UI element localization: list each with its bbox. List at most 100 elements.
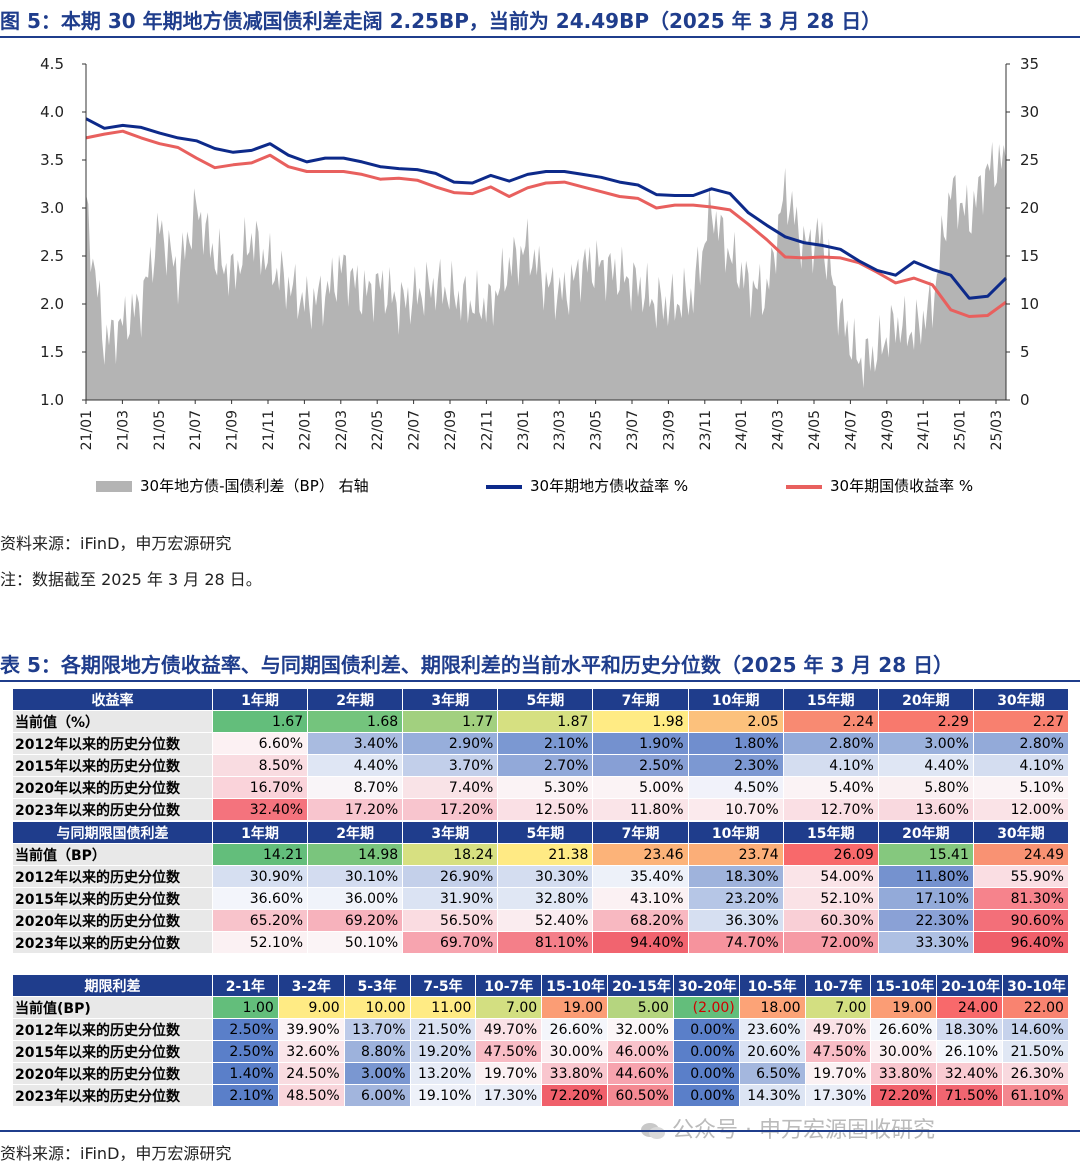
row-label: 2020年以来的历史分位数 [12, 909, 213, 932]
x-tick-label: 23/05 [589, 410, 605, 450]
row-label: 2023年以来的历史分位数 [12, 798, 213, 821]
table-cell: 2.70% [497, 754, 594, 777]
table-cell: 14.60% [1002, 1018, 1069, 1041]
table-cell: 3.00% [343, 1062, 411, 1085]
y-right-tick-label: 25 [1020, 151, 1039, 169]
table-cell: 18.30% [687, 865, 784, 888]
table-cell: 32.00% [607, 1018, 674, 1041]
table-cell: 60.50% [607, 1084, 674, 1107]
table-header-cell: 15年期 [782, 688, 879, 711]
table-cell: 2.80% [972, 732, 1069, 755]
table-cell: 24.00 [936, 996, 1004, 1019]
table-header-cell: 7-5年 [409, 974, 477, 997]
x-tick-label: 21/09 [225, 410, 241, 450]
watermark: 公众号 · 申万宏源固收研究 [640, 1112, 935, 1144]
table-cell: 26.30% [1002, 1062, 1069, 1085]
series-line-treasury [85, 129, 1007, 318]
table-header-cell: 10-5年 [738, 974, 806, 997]
table-header-cell: 30年期 [972, 821, 1069, 844]
table-cell: 19.10% [409, 1084, 477, 1107]
table-cell: 52.10% [782, 887, 879, 910]
table-cell: 2.10% [212, 1084, 279, 1107]
table-row: 2012年以来的历史分位数 2.50% 39.90% 13.70% 21.50% 49.7… [12, 1018, 1069, 1041]
table-cell: 39.90% [277, 1018, 345, 1041]
table-header-row: 收益率 1年期 2年期 3年期 5年期 7年期 10年期 15年期 20年期 30年期 [12, 688, 1069, 711]
table-cell: 26.60% [541, 1018, 609, 1041]
table-cell: 69.20% [307, 909, 404, 932]
yield-table: 收益率 1年期 2年期 3年期 5年期 7年期 10年期 15年期 20年期 30年期 当前值（%）… [12, 688, 1069, 821]
table-cell: 33.80% [870, 1062, 938, 1085]
x-tick-label: 21/01 [79, 410, 95, 450]
table-cell: 14.98 [307, 843, 404, 866]
figure-title: 图 5：本期 30 年期地方债减国债利差走阔 2.25BP，当前为 24.49B… [0, 4, 1080, 38]
series-area-spread [86, 141, 1006, 400]
table-cell: 4.10% [972, 754, 1069, 777]
table-cell: 12.00% [972, 798, 1069, 821]
y-right-tick-label: 35 [1020, 55, 1039, 73]
x-tick-label: 23/03 [552, 410, 568, 450]
legend-swatch-treasury [786, 484, 822, 489]
table-cell: 72.00% [782, 931, 879, 954]
table-cell: 3.00% [877, 732, 974, 755]
table-source: 资料来源：iFinD，申万宏源研究 [0, 1144, 232, 1163]
table-row: 2023年以来的历史分位数 32.40% 17.20% 17.20% 12.50% 11.… [12, 798, 1069, 821]
table-cell: 65.20% [211, 909, 309, 932]
table-cell: 0.00% [672, 1018, 740, 1041]
table-cell: 72.20% [541, 1084, 609, 1107]
table-cell: 0.00% [672, 1062, 740, 1085]
y-left-tick-label: 3.0 [40, 199, 64, 217]
y-left-tick-label: 4.0 [40, 103, 64, 121]
table-cell: 94.40% [592, 931, 689, 954]
table-cell: 21.50% [409, 1018, 477, 1041]
legend-item-spread: 30年地方债-国债利差（BP） 右轴 [96, 474, 369, 498]
bottom-rule [0, 1130, 1080, 1132]
y-right-tick-label: 15 [1020, 247, 1039, 265]
table-row: 2012年以来的历史分位数 30.90% 30.10% 26.90% 30.30% 35.… [12, 865, 1069, 888]
x-tick-label: 21/11 [261, 410, 277, 450]
x-tick-label: 24/07 [843, 410, 859, 450]
table-cell: 13.70% [343, 1018, 411, 1041]
row-label: 当前值（%） [12, 710, 213, 733]
table-cell: 1.40% [212, 1062, 279, 1085]
table-cell: 33.80% [541, 1062, 609, 1085]
table-cell: 6.50% [738, 1062, 806, 1085]
table-header-cell: 2年期 [307, 821, 404, 844]
table-cell: 5.00 [607, 996, 674, 1019]
table-header-cell: 3年期 [402, 688, 499, 711]
legend-label-local: 30年期地方债收益率 % [530, 477, 689, 495]
yield-spread-chart: 1.0 1.5 2.0 2.5 3.0 3.5 4.0 4.5 0 5 10 15 20 25 30 35 21… [40, 55, 1039, 450]
table-header-label: 期限利差 [12, 974, 213, 997]
table-cell: 31.90% [402, 887, 499, 910]
table-header-row: 期限利差 2-1年 3-2年 5-3年 7-5年 10-7年 15-10年 20-15年 30-… [12, 974, 1069, 997]
table-cell: 2.50% [212, 1018, 279, 1041]
table-cell: 17.30% [475, 1084, 543, 1107]
table-cell: 12.70% [782, 798, 879, 821]
table-header-cell: 20-15年 [607, 974, 674, 997]
table-row: 2023年以来的历史分位数 2.10% 48.50% 6.00% 19.10% 17.30… [12, 1084, 1069, 1107]
table-cell: 3.70% [402, 754, 499, 777]
legend-label-spread: 30年地方债-国债利差（BP） 右轴 [140, 477, 369, 495]
table-cell: 26.60% [870, 1018, 938, 1041]
table-row: 2015年以来的历史分位数 2.50% 32.60% 8.80% 19.20% 47.50… [12, 1040, 1069, 1063]
table-cell: 2.29 [877, 710, 974, 733]
table-cell: 13.60% [877, 798, 974, 821]
table-cell: 56.50% [402, 909, 499, 932]
table-cell: 43.10% [592, 887, 689, 910]
table-cell: 17.10% [877, 887, 974, 910]
table-header-row: 与同期限国债利差 1年期 2年期 3年期 5年期 7年期 10年期 15年期 20年期 30年期 [12, 821, 1069, 844]
table-header-cell: 20年期 [877, 821, 974, 844]
table-header-cell: 10-7年 [475, 974, 543, 997]
table-header-cell: 1年期 [211, 688, 309, 711]
table-cell: 68.20% [592, 909, 689, 932]
table-cell: 1.80% [687, 732, 784, 755]
table-cell: 46.00% [607, 1040, 674, 1063]
table-cell: 1.68 [307, 710, 404, 733]
row-label: 当前值(BP) [12, 996, 213, 1019]
x-tick-label: 24/05 [807, 410, 823, 450]
table-row: 2020年以来的历史分位数 16.70% 8.70% 7.40% 5.30% 5.00% 4… [12, 776, 1069, 799]
table-header-label: 收益率 [12, 688, 213, 711]
table-header-cell: 30年期 [972, 688, 1069, 711]
table-cell: 48.50% [277, 1084, 345, 1107]
table-cell: 22.00 [1002, 996, 1069, 1019]
table-cell: 6.60% [211, 732, 309, 755]
